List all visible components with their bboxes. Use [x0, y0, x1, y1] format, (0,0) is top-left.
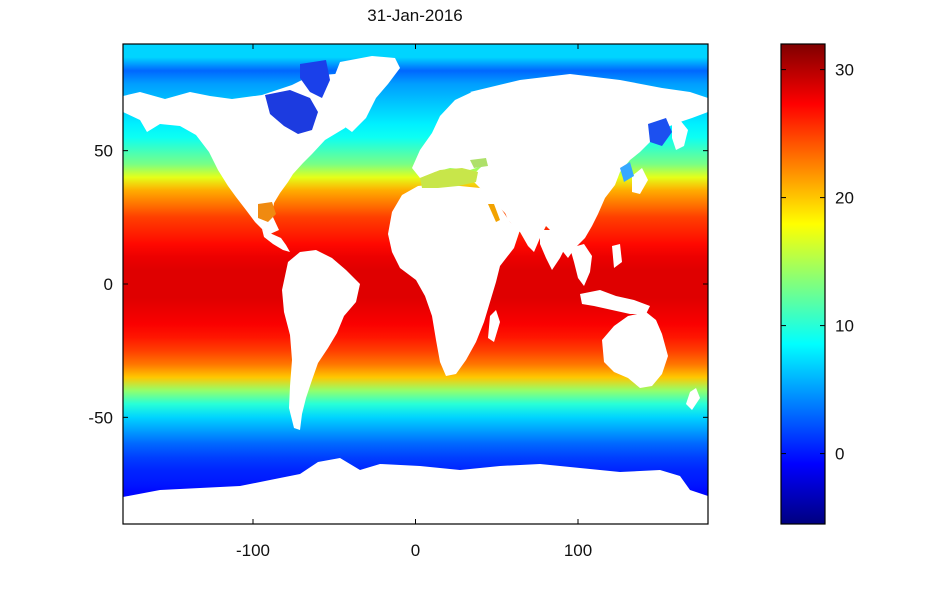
y-tick-label: -50 — [88, 408, 113, 427]
land-new-zealand — [686, 388, 700, 410]
colorbar: 30 20 10 0 — [780, 43, 854, 525]
colorbar-tick-label: 0 — [835, 445, 844, 464]
land-philippines — [612, 244, 622, 268]
x-tick-label: -100 — [236, 541, 270, 560]
land-greenland — [330, 56, 400, 132]
colorbar-tick-label: 30 — [835, 61, 854, 80]
y-tick-label: 0 — [104, 275, 113, 294]
mediterranean — [420, 168, 478, 188]
land-masses — [123, 56, 708, 524]
colorbar-tick-label: 20 — [835, 189, 854, 208]
hudson-bay — [265, 90, 318, 134]
gulf-of-mexico — [258, 202, 276, 222]
land-madagascar — [488, 310, 500, 342]
colorbar-tick-label: 10 — [835, 317, 854, 336]
x-tick-label: 0 — [411, 541, 420, 560]
land-india — [540, 230, 568, 270]
japan-sea — [620, 162, 634, 182]
land-europe — [412, 92, 520, 178]
chart-title: 31-Jan-2016 — [367, 6, 463, 25]
y-tick-label: 50 — [94, 142, 113, 161]
colorbar-gradient — [780, 43, 826, 525]
x-axis: -100 0 100 — [236, 44, 592, 560]
land-arabia — [500, 200, 540, 238]
black-sea — [470, 158, 488, 168]
baffin-bay — [300, 60, 330, 98]
cold-seas — [258, 60, 672, 222]
land-indonesia — [580, 290, 650, 314]
land-australia — [602, 312, 668, 388]
land-antarctica — [123, 458, 708, 524]
x-tick-label: 100 — [564, 541, 592, 560]
red-sea — [488, 204, 500, 222]
y-axis: 50 0 -50 — [88, 142, 708, 427]
plot-area: -100 0 100 50 0 -50 — [88, 43, 709, 560]
land-kamchatka — [672, 120, 688, 150]
land-central-america — [262, 229, 290, 252]
land-africa — [388, 184, 520, 376]
sea-of-okhotsk — [648, 118, 672, 146]
land-japan — [632, 168, 648, 194]
colorbar-axis: 30 20 10 0 — [781, 61, 854, 464]
land-south-america — [282, 250, 360, 430]
land-se-asia — [570, 244, 592, 286]
